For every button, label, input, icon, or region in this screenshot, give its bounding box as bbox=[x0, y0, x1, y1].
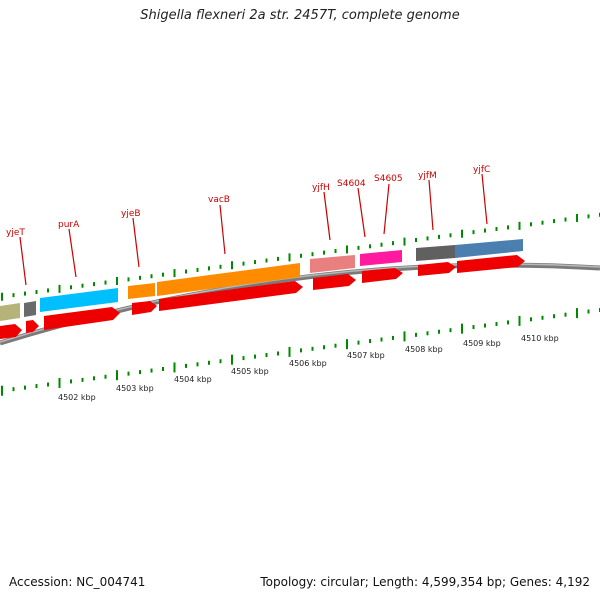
scale-label: 4504 kbp bbox=[174, 375, 212, 384]
feature-yjfC[interactable] bbox=[455, 239, 523, 258]
cds-arrow[interactable] bbox=[44, 307, 120, 330]
gene-label-yjfH[interactable]: yjfH bbox=[312, 183, 330, 193]
scale-label: 4507 kbp bbox=[347, 351, 385, 360]
scale-label: 4505 kbp bbox=[231, 367, 269, 376]
cds-arrow[interactable] bbox=[418, 262, 456, 276]
scale-label: 4508 kbp bbox=[405, 345, 443, 354]
cds-arrow[interactable] bbox=[0, 324, 22, 339]
gene-label-vacB[interactable]: vacB bbox=[208, 195, 230, 205]
gene-label-yjfC[interactable]: yjfC bbox=[473, 165, 490, 175]
cds-arrow[interactable] bbox=[132, 301, 157, 315]
scale-label: 4509 kbp bbox=[463, 339, 501, 348]
scale-labels: 4502 kbp 4503 kbp 4504 kbp 4505 kbp 4506… bbox=[58, 334, 559, 402]
feature-yjfH[interactable] bbox=[310, 255, 355, 273]
inner-scale-ring bbox=[1, 308, 600, 396]
outer-tick-ring bbox=[1, 212, 600, 301]
scale-label: 4503 kbp bbox=[116, 384, 154, 393]
feature-purA[interactable] bbox=[40, 288, 118, 312]
map-title: Shigella flexneri 2a str. 2457T, complet… bbox=[140, 8, 460, 23]
scale-label: 4502 kbp bbox=[58, 393, 96, 402]
feature-olive[interactable] bbox=[0, 303, 20, 321]
gene-label-yjeB[interactable]: yjeB bbox=[121, 209, 141, 219]
accession-text: Accession: NC_004741 bbox=[9, 575, 146, 589]
cds-track bbox=[0, 255, 525, 339]
gene-label-purA[interactable]: purA bbox=[58, 220, 80, 230]
gene-labels: yjeT purA yjeB vacB yjfH S4604 S4605 yjf… bbox=[6, 165, 490, 286]
scale-label: 4510 kbp bbox=[521, 334, 559, 343]
cds-arrow[interactable] bbox=[159, 281, 303, 311]
gene-label-yjfM[interactable]: yjfM bbox=[418, 171, 437, 181]
gene-label-S4604[interactable]: S4604 bbox=[337, 179, 366, 189]
cds-arrow[interactable] bbox=[457, 255, 525, 273]
cds-arrow[interactable] bbox=[362, 268, 403, 283]
genome-summary-text: Topology: circular; Length: 4,599,354 bp… bbox=[260, 575, 590, 589]
feature-vacB[interactable] bbox=[157, 263, 300, 296]
cds-arrow[interactable] bbox=[313, 274, 356, 290]
cds-arrow[interactable] bbox=[26, 320, 39, 333]
gene-label-S4605[interactable]: S4605 bbox=[374, 174, 403, 184]
feature-grey-small[interactable] bbox=[24, 301, 36, 317]
scale-label: 4506 kbp bbox=[289, 359, 327, 368]
upper-feature-track bbox=[0, 239, 523, 321]
gene-label-yjeT[interactable]: yjeT bbox=[6, 228, 25, 238]
feature-yjfM[interactable] bbox=[416, 245, 455, 261]
feature-S4604-S4605[interactable] bbox=[360, 250, 402, 266]
feature-yjeB[interactable] bbox=[128, 283, 155, 299]
